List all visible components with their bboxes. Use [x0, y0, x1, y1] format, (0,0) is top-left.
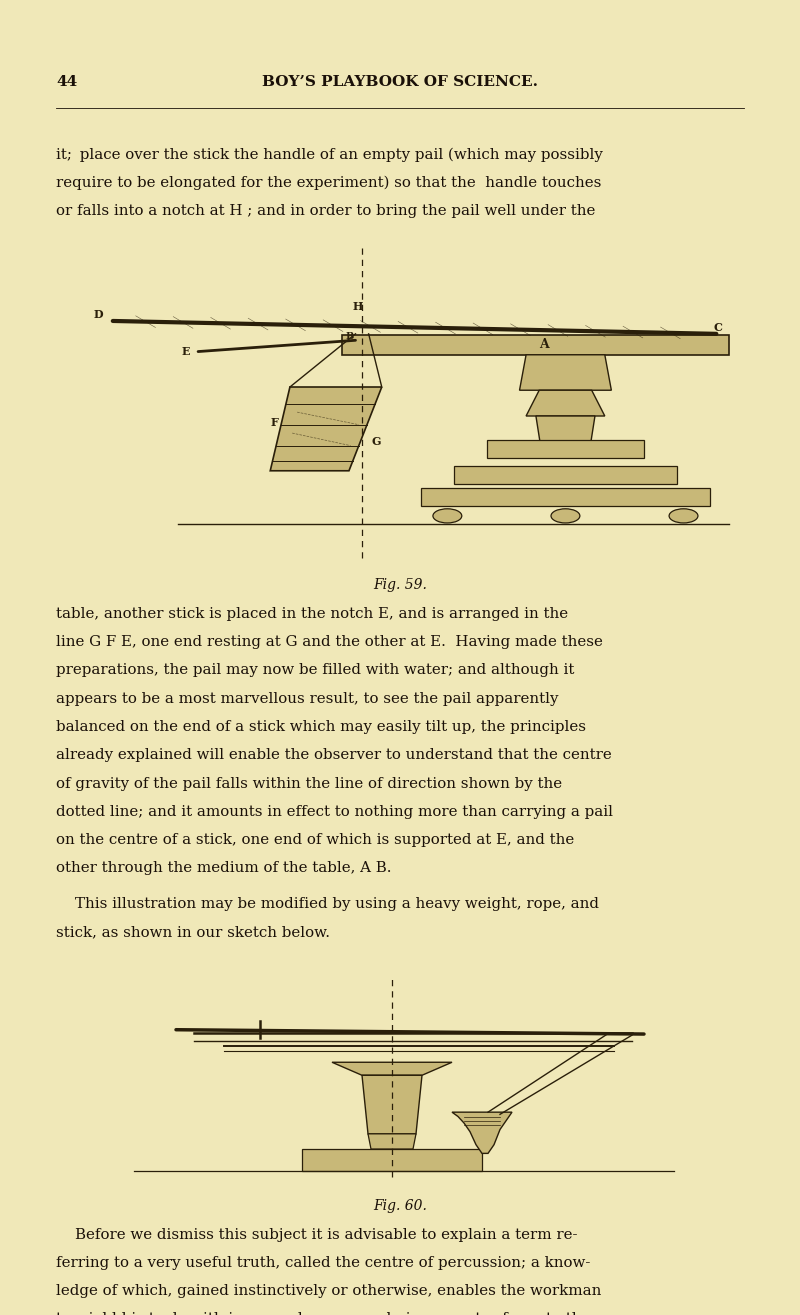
- Text: ferring to a very useful truth, called the centre of percussion; a know-: ferring to a very useful truth, called t…: [56, 1256, 590, 1270]
- Text: or falls into a notch at H ; and in order to bring the pail well under the: or falls into a notch at H ; and in orde…: [56, 204, 595, 218]
- Text: require to be elongated for the experiment) so that the  handle touches: require to be elongated for the experime…: [56, 176, 602, 189]
- Polygon shape: [526, 391, 605, 416]
- Text: H: H: [352, 301, 362, 312]
- Polygon shape: [452, 1112, 512, 1153]
- Circle shape: [669, 509, 698, 523]
- Polygon shape: [368, 1134, 416, 1149]
- Bar: [421, 488, 710, 506]
- Text: appears to be a most marvellous result, to see the pail apparently: appears to be a most marvellous result, …: [56, 692, 558, 706]
- Text: ledge of which, gained instinctively or otherwise, enables the workman: ledge of which, gained instinctively or …: [56, 1285, 602, 1298]
- Text: Fig. 59.: Fig. 59.: [373, 579, 427, 592]
- Polygon shape: [536, 416, 595, 458]
- Polygon shape: [332, 1063, 452, 1076]
- Text: Fig. 60.: Fig. 60.: [373, 1199, 427, 1212]
- Text: Before we dismiss this subject it is advisable to explain a term re-: Before we dismiss this subject it is adv…: [56, 1228, 578, 1241]
- Bar: [302, 1149, 482, 1170]
- Text: other through the medium of the table, A B.: other through the medium of the table, A…: [56, 861, 391, 876]
- Text: line G F E, one end resting at G and the other at E.  Having made these: line G F E, one end resting at G and the…: [56, 635, 603, 650]
- Text: F: F: [270, 417, 278, 427]
- Text: to wield his tools with increased power, and gives greater force to the: to wield his tools with increased power,…: [56, 1312, 590, 1315]
- Text: already explained will enable the observer to understand that the centre: already explained will enable the observ…: [56, 748, 612, 763]
- Circle shape: [551, 509, 580, 523]
- Text: C: C: [713, 322, 722, 333]
- Text: This illustration may be modified by using a heavy weight, rope, and: This illustration may be modified by usi…: [56, 898, 599, 911]
- Bar: [486, 441, 644, 458]
- Circle shape: [433, 509, 462, 523]
- Text: on the centre of a stick, one end of which is supported at E, and the: on the centre of a stick, one end of whi…: [56, 834, 574, 847]
- Polygon shape: [362, 1076, 422, 1134]
- Text: stick, as shown in our sketch below.: stick, as shown in our sketch below.: [56, 926, 330, 940]
- Text: preparations, the pail may now be filled with water; and although it: preparations, the pail may now be filled…: [56, 664, 574, 677]
- Polygon shape: [270, 387, 382, 471]
- Text: 44: 44: [56, 75, 78, 89]
- Text: E: E: [182, 346, 190, 356]
- Text: BOY’S PLAYBOOK OF SCIENCE.: BOY’S PLAYBOOK OF SCIENCE.: [262, 75, 538, 89]
- Text: dotted line; and it amounts in effect to nothing more than carrying a pail: dotted line; and it amounts in effect to…: [56, 805, 613, 819]
- Text: A: A: [539, 338, 549, 351]
- Bar: [342, 335, 730, 355]
- Text: B: B: [346, 331, 354, 341]
- Text: it;  place over the stick the handle of an empty pail (which may possibly: it; place over the stick the handle of a…: [56, 147, 603, 162]
- Text: balanced on the end of a stick which may easily tilt up, the principles: balanced on the end of a stick which may…: [56, 721, 586, 734]
- Text: D: D: [93, 309, 102, 320]
- Text: G: G: [372, 437, 382, 447]
- Polygon shape: [519, 355, 611, 391]
- Text: table, another stick is placed in the notch E, and is arranged in the: table, another stick is placed in the no…: [56, 608, 568, 621]
- Bar: [454, 466, 677, 484]
- Text: of gravity of the pail falls within the line of direction shown by the: of gravity of the pail falls within the …: [56, 776, 562, 790]
